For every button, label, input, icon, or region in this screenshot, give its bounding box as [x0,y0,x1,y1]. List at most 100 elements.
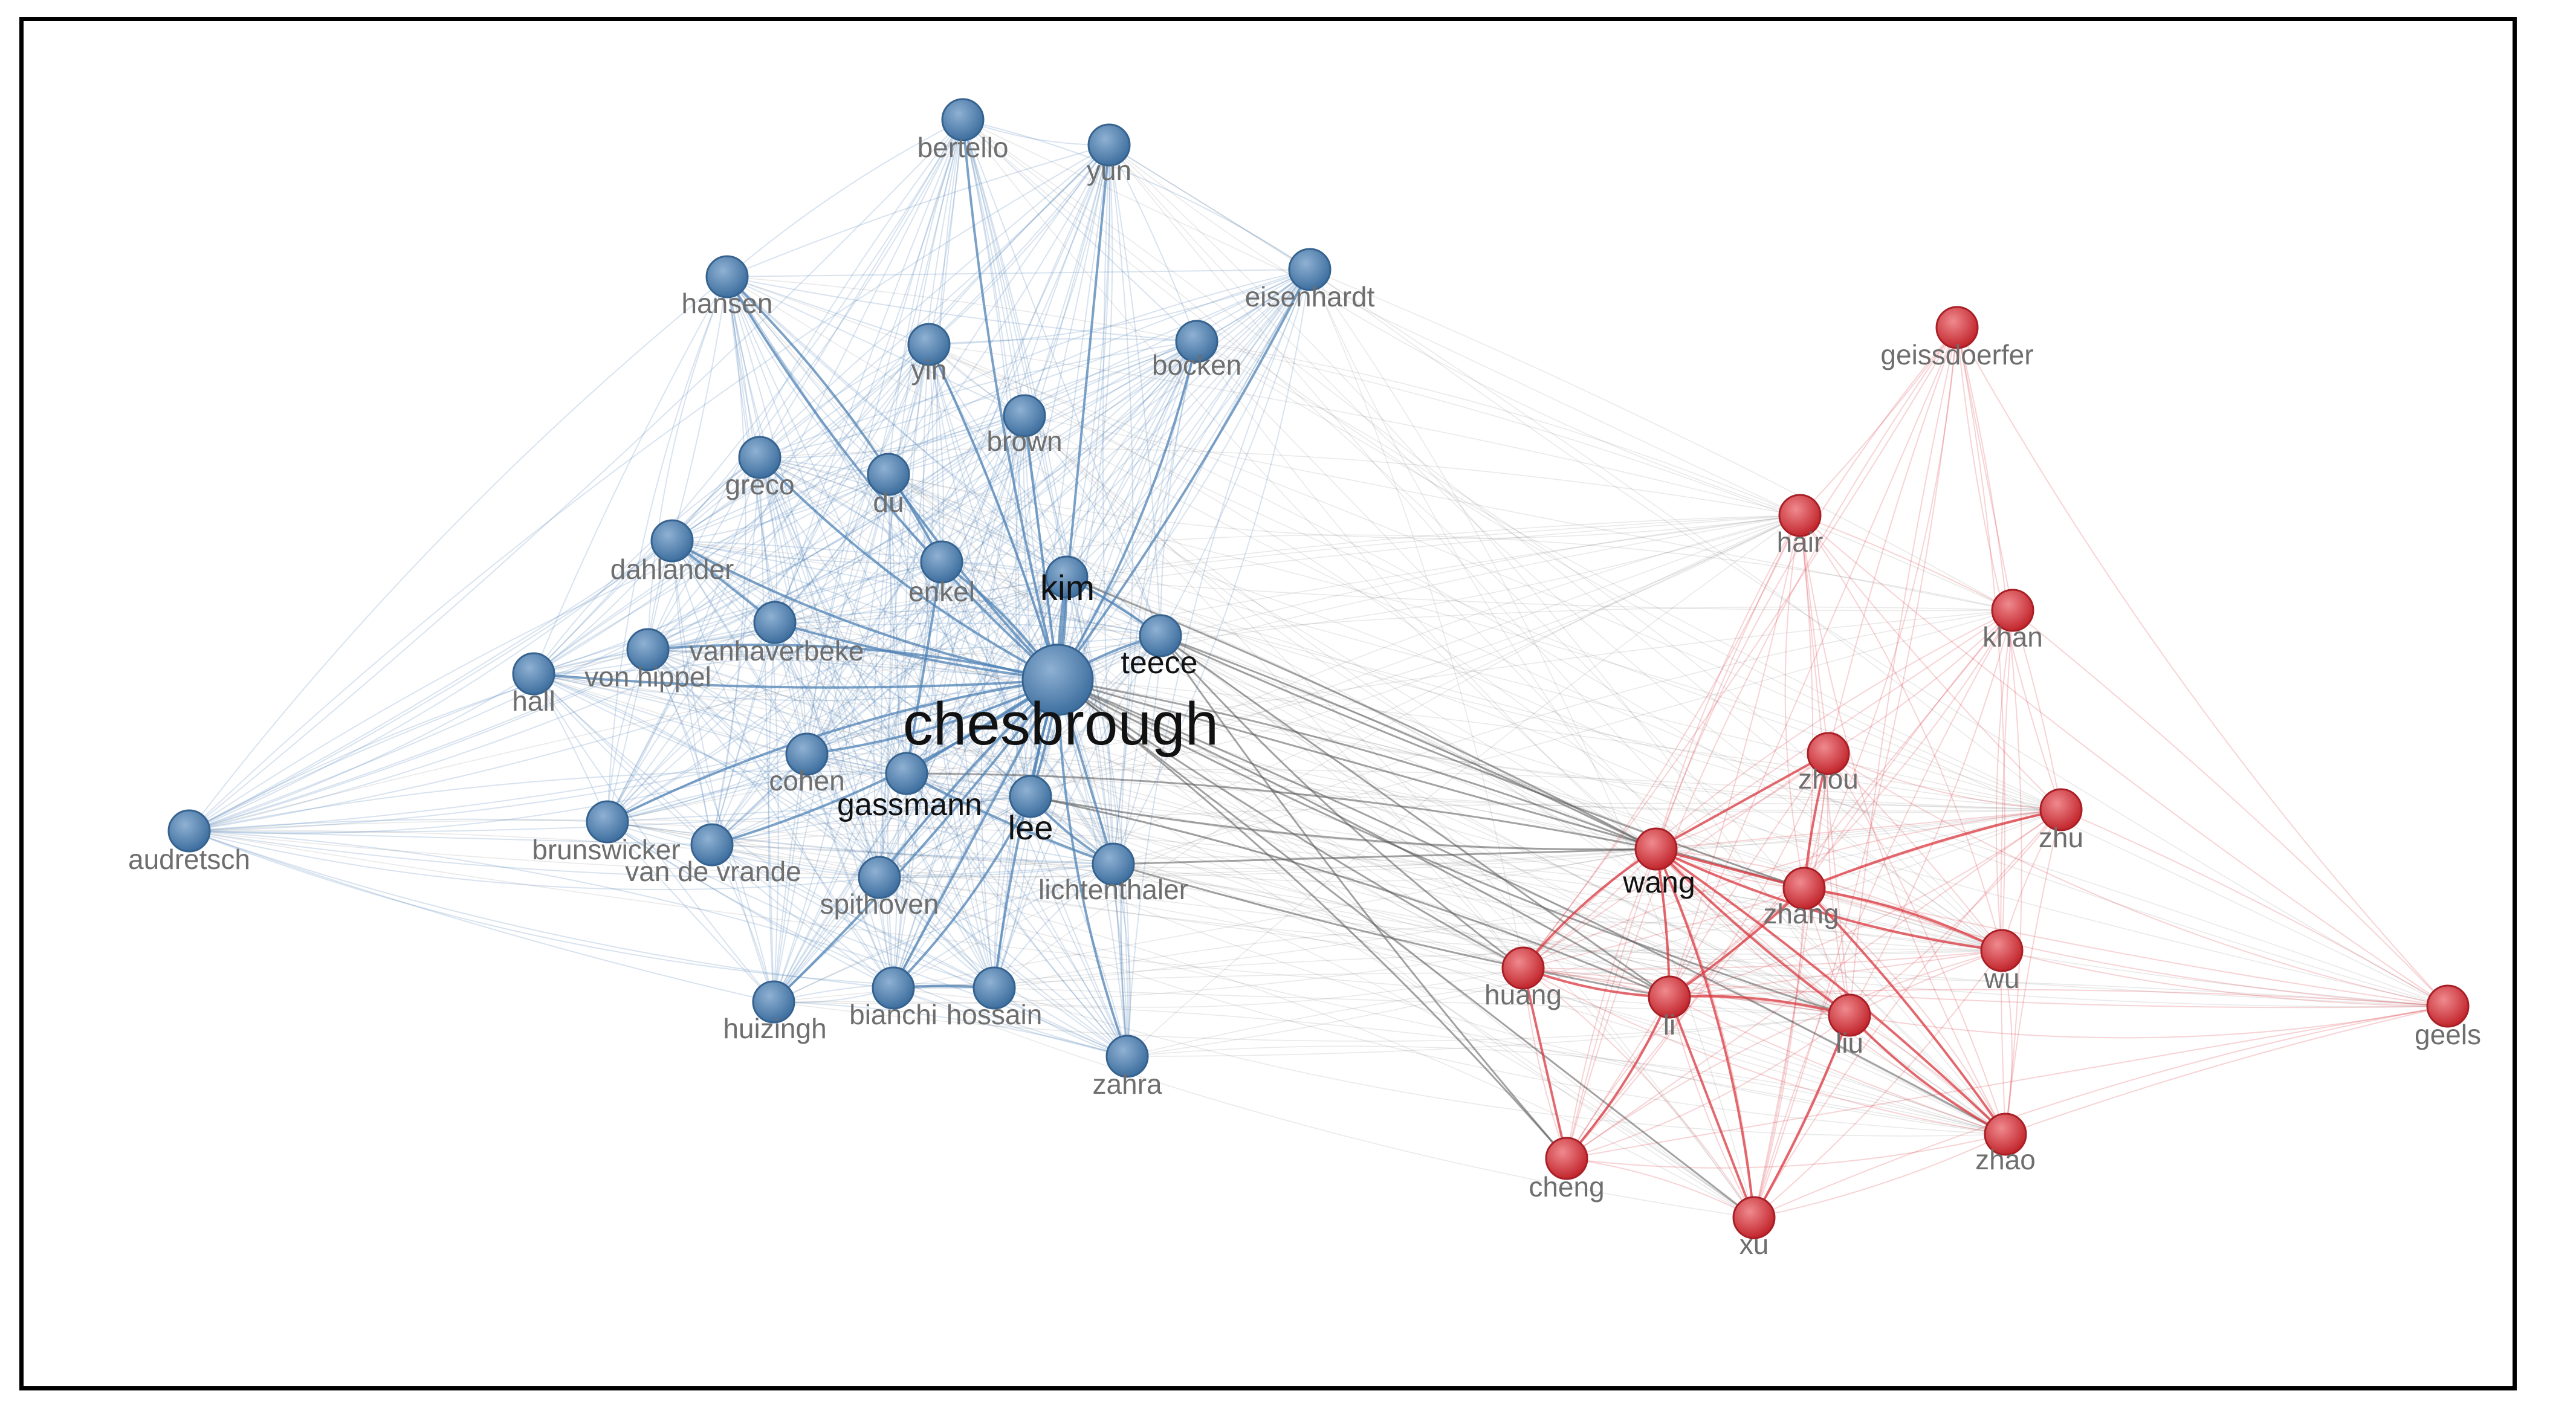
node-lichtenthaler[interactable] [1092,842,1135,886]
label-hall: hall [512,685,555,717]
faint-link [1655,809,2062,850]
node-eisenhardt[interactable] [1288,248,1332,291]
faint-link [1127,1015,1850,1057]
node-bianchi[interactable] [872,966,915,1010]
faint-link [1566,996,1670,1159]
faint-link [727,276,2448,1007]
faint-link [533,673,880,878]
faint-link [2005,809,2062,1135]
faint-link [1799,515,2002,951]
faint-link [928,344,944,563]
faint-link [647,269,1310,650]
node-von-hippel[interactable] [626,628,670,671]
node-yin[interactable] [907,323,951,366]
node-vanhaverbeke[interactable] [753,601,797,644]
node-kim[interactable] [1045,555,1089,599]
faint-link [773,474,889,1003]
faint-link [1523,967,1567,1159]
label-geels: geels [2415,1019,2481,1050]
label-zahra: zahra [1092,1068,1162,1100]
node-hossain[interactable] [972,966,1016,1010]
faint-link [906,515,1801,774]
node-yun[interactable] [1087,123,1131,167]
faint-link [1066,341,1197,578]
faint-link [533,276,728,674]
faint-link [928,344,2062,810]
faint-link [533,673,1850,1016]
node-spithoven[interactable] [858,856,901,899]
node-hansen[interactable] [705,255,749,299]
faint-link [774,622,894,989]
node-van-de-vrande[interactable] [690,823,734,867]
node-xu[interactable] [1732,1196,1776,1239]
node-zhu[interactable] [2039,788,2083,831]
faint-link [672,144,1110,541]
node-wang[interactable] [1634,827,1678,871]
faint-link [189,754,807,835]
faint-link [806,754,2062,812]
faint-link [773,415,1025,1003]
faint-link [1804,610,2013,889]
node-chesbrough[interactable] [1021,644,1094,716]
faint-link [906,769,2062,810]
faint-link [189,830,894,989]
faint-link [533,144,1110,674]
faint-link [189,830,1114,879]
node-greco[interactable] [738,436,782,479]
node-bocken[interactable] [1175,320,1218,363]
node-wu[interactable] [1980,929,2024,972]
faint-link [727,276,1755,1218]
node-enkel[interactable] [920,540,963,584]
faint-link [773,1001,2006,1135]
faint-link [647,649,807,755]
faint-link [1113,864,1131,1057]
node-zhao[interactable] [1984,1112,2027,1156]
faint-link [806,754,894,989]
faint-link [759,457,995,989]
node-brunswicker[interactable] [586,800,629,844]
node-brown[interactable] [1003,394,1046,438]
faint-link [1057,679,2006,1135]
node-cohen[interactable] [785,732,829,776]
faint-link [1523,950,2002,970]
faint-link [980,415,1025,989]
node-khan[interactable] [1991,589,2034,632]
faint-link [893,972,2448,1007]
faint-link [941,561,995,989]
faint-link [189,276,728,831]
node-geissdoerfer[interactable] [1935,306,1979,349]
bridge-links [906,576,2006,1219]
faint-link [2012,610,2448,1007]
faint-link [607,649,649,822]
node-cheng[interactable] [1545,1137,1588,1180]
faint-link [928,344,1031,797]
node-huang[interactable] [1501,946,1545,990]
node-zhou[interactable] [1807,732,1850,775]
strong-link [928,344,1059,680]
node-bertello[interactable] [941,98,985,141]
faint-link [879,515,1801,878]
node-liu[interactable] [1828,993,1871,1037]
label-du: du [873,486,904,518]
node-du[interactable] [867,453,910,496]
faint-link [879,796,1031,878]
faint-link [1196,341,2062,810]
faint-link [768,622,775,1003]
node-audretsch[interactable] [167,809,211,853]
bridge-link [1057,679,1524,969]
node-zahra[interactable] [1105,1035,1149,1078]
node-dahlander[interactable] [650,519,694,563]
node-hair[interactable] [1778,494,1822,537]
faint-link [1024,415,1755,1218]
node-teece[interactable] [1139,614,1182,657]
node-geels[interactable] [2426,984,2470,1028]
node-zhang[interactable] [1782,867,1826,910]
node-gassmann[interactable] [885,752,928,795]
node-li[interactable] [1648,975,1691,1019]
node-lee[interactable] [1009,775,1052,818]
node-hall[interactable] [512,652,555,696]
faint-link [1108,144,1161,636]
faint-link [189,415,1025,831]
faint-link [928,344,2006,1135]
node-huizingh[interactable] [752,980,795,1024]
